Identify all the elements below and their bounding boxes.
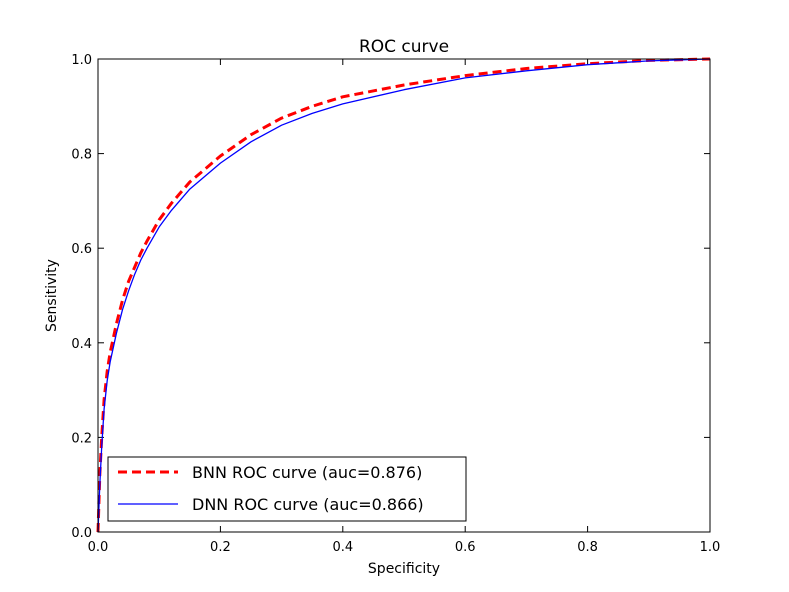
x-tick-label: 0.2 xyxy=(210,540,231,555)
y-tick-label: 0.8 xyxy=(71,148,92,163)
x-tick-label: 1.0 xyxy=(700,540,721,555)
chart-title: ROC curve xyxy=(359,37,449,57)
x-axis-label: Specificity xyxy=(368,561,440,577)
legend-entry-label: DNN ROC curve (auc=0.866) xyxy=(192,495,424,514)
legend-box xyxy=(107,456,467,522)
y-tick-label: 1.0 xyxy=(71,53,92,68)
y-tick-label: 0.2 xyxy=(71,431,92,446)
y-tick-label: 0.6 xyxy=(71,242,92,257)
x-tick-label: 0.8 xyxy=(577,540,598,555)
y-tick-label: 0.4 xyxy=(71,337,92,352)
series-line-dnn xyxy=(97,58,711,533)
legend: BNN ROC curve (auc=0.876) DNN ROC curve (… xyxy=(107,456,467,522)
x-tick-label: 0.6 xyxy=(455,540,476,555)
x-tick-label: 0.0 xyxy=(88,540,109,555)
series-line-bnn xyxy=(96,57,711,533)
y-tick-label: 0.0 xyxy=(71,526,92,541)
plot-frame xyxy=(97,58,711,533)
x-tick-label: 0.4 xyxy=(332,540,353,555)
y-axis-label: Sensitivity xyxy=(44,259,60,332)
legend-entry-label: BNN ROC curve (auc=0.876) xyxy=(192,463,422,482)
plot-lines xyxy=(96,57,711,533)
